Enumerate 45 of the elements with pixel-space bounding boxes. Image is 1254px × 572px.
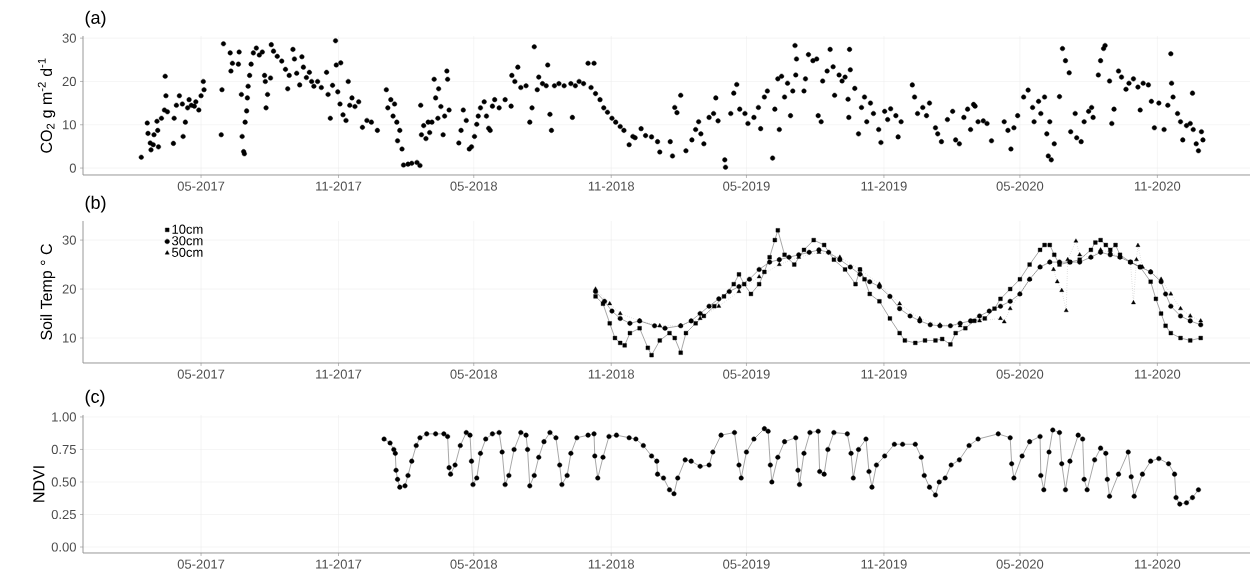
legend-label: 10cm	[172, 224, 203, 234]
x-tick-label: 05-2019	[723, 181, 770, 191]
x-tick-label: 05-2018	[450, 559, 498, 569]
y-tick-label: 0.00	[51, 542, 76, 552]
y-tick-label: 0.25	[51, 509, 76, 520]
x-tick-label: 05-2017	[177, 369, 225, 379]
chart-title: (c)	[85, 389, 105, 407]
x-tick-label: 05-2020	[996, 369, 1044, 379]
x-tick-label: 11-2020	[1134, 181, 1181, 191]
y-tick-label: 30	[62, 33, 76, 43]
chart-title: (b)	[85, 195, 106, 213]
x-tick-label: 05-2020	[996, 559, 1044, 569]
y-tick-label: 30	[62, 235, 76, 245]
x-tick-label: 05-2017	[177, 181, 225, 191]
y-tick-label: 10	[63, 333, 76, 343]
y-tick-label: 0.75	[51, 444, 76, 455]
x-tick-label: 05-2018	[450, 181, 498, 191]
y-tick-label: 20	[62, 76, 76, 87]
x-tick-label: 05-2019	[723, 559, 770, 569]
y-tick-label: 20	[62, 284, 76, 294]
x-tick-label: 11-2020	[1134, 559, 1181, 569]
legend-label: 30cm	[172, 236, 203, 246]
legend-label: 50cm	[172, 247, 203, 257]
y-axis-title: CO$_{2}$ g m$^{-2}$ d$^{-1}$	[37, 58, 56, 153]
x-tick-label: 05-2019	[723, 369, 770, 379]
y-axis-title: NDVI	[33, 466, 45, 502]
x-tick-label: 11-2017	[316, 559, 362, 569]
x-tick-label: 05-2018	[450, 369, 498, 379]
x-tick-label: 11-2017	[316, 181, 362, 191]
chart-title: (a)	[85, 10, 106, 28]
x-tick-label: 11-2019	[861, 559, 907, 569]
x-tick-label: 11-2019	[861, 369, 907, 379]
y-tick-label: 0	[69, 163, 76, 173]
y-tick-label: 1.00	[52, 412, 76, 422]
x-tick-label: 05-2020	[996, 181, 1044, 191]
x-tick-label: 05-2017	[177, 559, 225, 569]
x-tick-label: 11-2018	[588, 559, 635, 569]
y-tick-label: 0.50	[51, 477, 76, 487]
x-tick-label: 11-2019	[861, 181, 907, 191]
y-tick-label: 10	[63, 120, 76, 130]
x-tick-label: 11-2018	[588, 369, 635, 379]
y-axis-title: Soil Temp ° C	[40, 244, 56, 340]
x-tick-label: 11-2018	[588, 181, 635, 191]
x-tick-label: 11-2017	[316, 369, 362, 379]
x-tick-label: 11-2020	[1134, 369, 1181, 379]
